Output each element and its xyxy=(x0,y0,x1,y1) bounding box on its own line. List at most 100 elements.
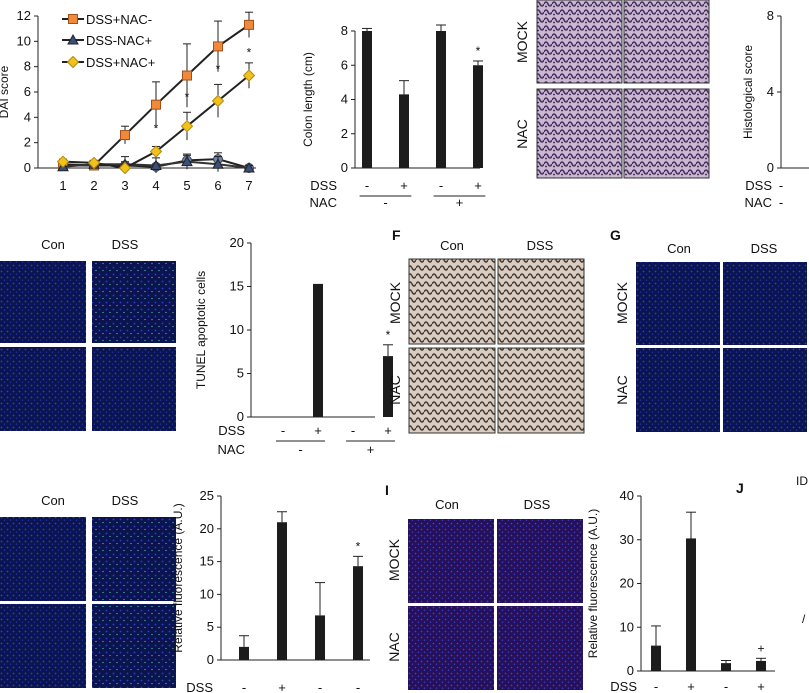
y-tick-label: 20 xyxy=(200,521,214,536)
significance-mark: + xyxy=(757,641,764,655)
significance-mark: * xyxy=(247,46,252,60)
f-row-nac: NAC xyxy=(387,375,403,405)
data-point xyxy=(244,19,254,30)
bar xyxy=(651,645,661,671)
i-fluor-nac-dss xyxy=(497,606,583,690)
bar xyxy=(721,663,731,671)
y-tick-label: 10 xyxy=(230,322,244,337)
significance-mark: * xyxy=(356,539,361,553)
g-row-nac: NAC xyxy=(614,375,630,405)
y-tick-label: 8 xyxy=(767,8,774,23)
data-point xyxy=(87,156,101,170)
x-tick-label: 5 xyxy=(183,178,190,193)
y-tick-label: 8 xyxy=(341,23,348,38)
panel-j-cut-mark: / xyxy=(802,612,806,626)
bar xyxy=(399,94,409,168)
dss-row-value: + xyxy=(384,423,392,438)
histology-nac-con xyxy=(536,88,623,179)
i-fluor-mock-con xyxy=(408,519,494,603)
h-fluor-nac-con xyxy=(0,604,86,688)
dss-row-value: + xyxy=(278,680,286,693)
i-col-dss: DSS xyxy=(524,497,551,512)
panel-label-i: I xyxy=(385,482,389,498)
fluor-image-mock-dss xyxy=(92,261,176,343)
dss-row-label: DSS xyxy=(218,423,245,438)
h-col-con: Con xyxy=(41,493,65,508)
dss-row-value: - xyxy=(724,679,728,693)
nac-row-value: + xyxy=(456,195,464,210)
g-col-dss: DSS xyxy=(751,241,778,256)
legend-label: DSS-NAC+ xyxy=(86,33,152,48)
histology-nac-dss xyxy=(623,88,710,179)
h-fluor-mock-con xyxy=(0,517,86,601)
legend-label: DSS+NAC+ xyxy=(86,55,155,70)
panel-j-cut-label: ID xyxy=(796,474,808,488)
h-fluor-nac-dss xyxy=(92,604,176,688)
histology-mock-con xyxy=(536,0,623,84)
data-point xyxy=(243,161,255,173)
y-tick-label: 10 xyxy=(200,586,214,601)
y-tick-label: 15 xyxy=(230,279,244,294)
y-tick-label: 5 xyxy=(207,619,214,634)
data-point xyxy=(213,41,223,52)
y-axis-label: Relative fluorescence (A.U.) xyxy=(586,509,600,658)
legend: DSS+NAC- DSS-NAC+ DSS+NAC+ xyxy=(62,12,155,70)
i-col-con: Con xyxy=(435,497,459,512)
dss-row-value: + xyxy=(474,178,482,193)
x-tick-label: 1 xyxy=(59,178,66,193)
y-tick-label: 0 xyxy=(24,160,31,175)
dss-row-label: DSS xyxy=(186,680,213,693)
bar xyxy=(353,566,363,660)
y-axis-label: Relative fluorescence (A.U.) xyxy=(171,503,185,652)
bar xyxy=(436,31,446,168)
histological-score-chart: 0 4 8 Histological score DSS NAC- - xyxy=(741,8,809,210)
fluor-image-nac-dss xyxy=(92,347,176,431)
y-tick-label: 6 xyxy=(24,84,31,99)
y-tick-label: 4 xyxy=(24,109,31,124)
dss-row-value: - xyxy=(318,680,322,693)
y-tick-label: 0 xyxy=(627,663,634,678)
dss-row-value: - xyxy=(351,423,355,438)
significance-mark: * xyxy=(154,122,159,136)
g-fluor-mock-con xyxy=(636,262,720,345)
y-tick-label: 12 xyxy=(17,8,31,23)
f-col-con: Con xyxy=(440,238,464,253)
col-label-con: Con xyxy=(41,237,65,252)
nac-row-value: - xyxy=(298,442,302,457)
ihc-nac-dss xyxy=(497,347,585,434)
panel-label-f: F xyxy=(392,227,401,243)
data-point xyxy=(66,55,80,69)
y-axis-label: TUNEL apoptotic cells xyxy=(194,271,208,389)
y-tick-label: 2 xyxy=(341,126,348,141)
bar xyxy=(473,65,483,168)
x-tick-label: 2 xyxy=(90,178,97,193)
row-label-nac: NAC xyxy=(514,119,530,149)
nac-row-value: + xyxy=(367,442,375,457)
y-axis-label: Colon length (cm) xyxy=(301,52,315,147)
data-point xyxy=(181,155,193,167)
relative-fluorescence-chart-i: 0 10 20 30 40 Relative fluorescence (A.U.) + DS… xyxy=(586,488,775,693)
x-tick-label: 7 xyxy=(245,178,252,193)
ihc-nac-con xyxy=(408,347,496,434)
dss-row-value: - xyxy=(281,423,285,438)
nac-row-value: - xyxy=(383,195,387,210)
y-tick-label: 15 xyxy=(200,554,214,569)
y-tick-label: 20 xyxy=(620,576,634,591)
bar xyxy=(756,660,766,671)
significance-mark: * xyxy=(185,90,190,104)
y-tick-label: 8 xyxy=(24,59,31,74)
panel-g: G Con DSS MOCK NAC xyxy=(610,227,807,432)
data-point xyxy=(180,119,194,133)
data-point xyxy=(212,158,224,169)
nac-row-label: NAC xyxy=(310,195,337,210)
dss-row-value: + xyxy=(757,679,765,693)
bar xyxy=(313,283,323,417)
data-point xyxy=(182,70,192,81)
x-tick-label: 4 xyxy=(152,178,159,193)
data-point xyxy=(67,33,79,45)
ihc-mock-dss xyxy=(497,258,585,345)
